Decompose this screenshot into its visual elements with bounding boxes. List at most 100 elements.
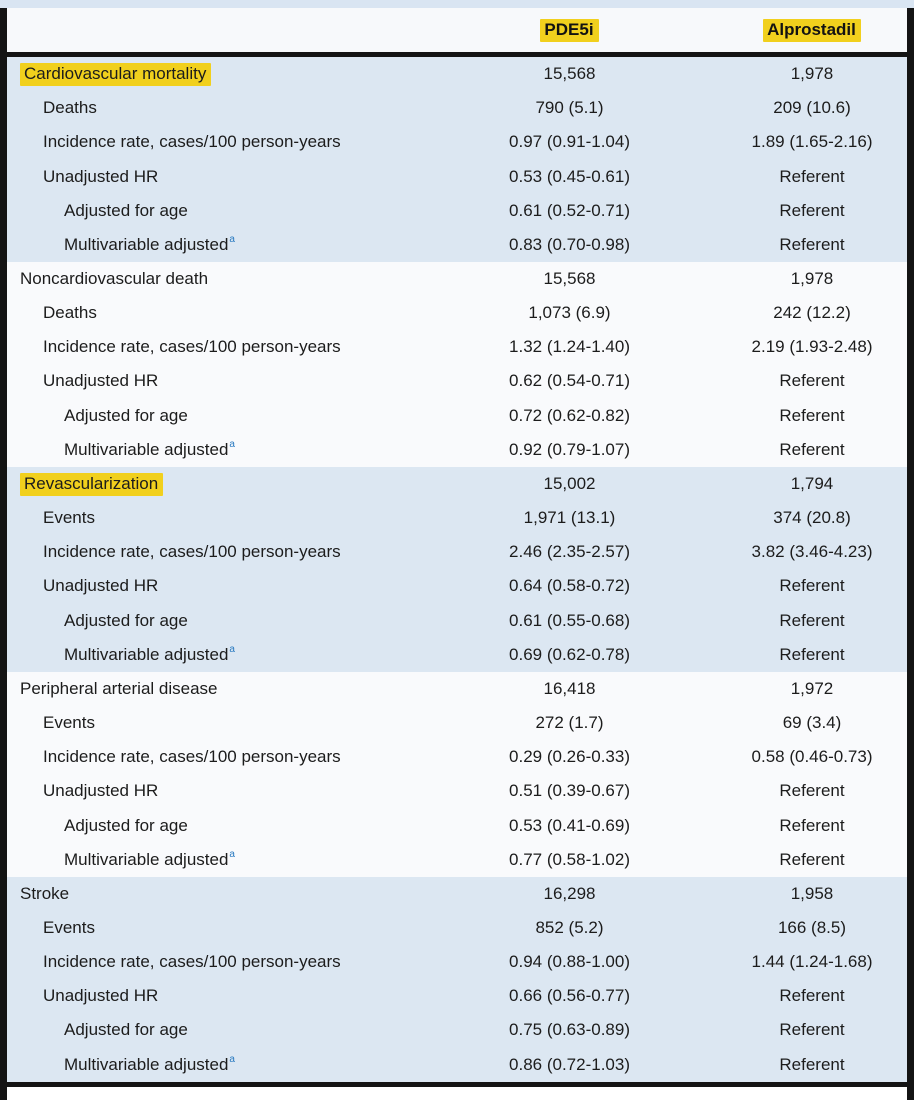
row-label: Unadjusted HR (43, 986, 159, 1006)
section-title-row: Stroke 16,298 1,958 (7, 877, 907, 911)
outcome-section: Cardiovascular mortality 15,568 1,978 Death… (7, 57, 907, 262)
header-cell-alprostadil: Alprostadil (717, 19, 907, 42)
cell-n-pde5i: 15,002 (543, 473, 596, 493)
outcome-section: Stroke 16,298 1,958 Events 852 (5.2) 166 (8.5… (7, 876, 907, 1082)
table-row: Incidence rate, cases/100 person-years 1.… (7, 330, 907, 364)
cell-pde5i-value: 0.53 (0.41-0.69) (509, 815, 630, 835)
row-label-cell: Deaths (7, 98, 422, 118)
cell-pde5i-value: 0.83 (0.70-0.98) (509, 234, 630, 254)
cell-alprostadil-value: Referent (779, 576, 845, 596)
row-label-cell: Unadjusted HR (7, 781, 422, 801)
table-row: Multivariable adjusteda 0.86 (0.72-1.03) R… (7, 1048, 907, 1082)
row-label: Multivariable adjusted (64, 849, 229, 869)
section-title-row: Peripheral arterial disease 16,418 1,972 (7, 672, 907, 706)
table-row: Multivariable adjusteda 0.92 (0.79-1.07) R… (7, 433, 907, 467)
row-label: Unadjusted HR (43, 781, 159, 801)
cell-alprostadil-value: Referent (779, 610, 845, 630)
table-row: Incidence rate, cases/100 person-years 0.… (7, 945, 907, 979)
row-label-cell: Events (7, 508, 422, 528)
table-row: Adjusted for age 0.53 (0.41-0.69) Referent (7, 808, 907, 842)
cell-alprostadil-value: Referent (779, 986, 845, 1006)
table-row: Unadjusted HR 0.51 (0.39-0.67) Referent (7, 774, 907, 808)
row-label-cell: Adjusted for age (7, 816, 422, 836)
row-label-cell: Incidence rate, cases/100 person-years (7, 337, 422, 357)
row-label-cell: Adjusted for age (7, 201, 422, 221)
outcome-section: Noncardiovascular death 15,568 1,978 Deaths… (7, 261, 907, 467)
row-label: Incidence rate, cases/100 person-years (43, 337, 341, 357)
table-row: Incidence rate, cases/100 person-years 0.… (7, 740, 907, 774)
cell-alprostadil-value: 0.58 (0.46-0.73) (751, 747, 873, 767)
cell-pde5i-value: 790 (5.1) (535, 98, 604, 118)
section-title-cell: Stroke (7, 884, 422, 904)
section-title: Cardiovascular mortality (20, 63, 212, 87)
cell-alprostadil-value: 242 (12.2) (773, 303, 851, 323)
row-label-cell: Incidence rate, cases/100 person-years (7, 952, 422, 972)
outcome-section: Revascularization 15,002 1,794 Events 1,971 … (7, 466, 907, 672)
row-label-cell: Multivariable adjusteda (7, 234, 422, 255)
section-title-row: Noncardiovascular death 15,568 1,978 (7, 262, 907, 296)
table-row: Multivariable adjusteda 0.83 (0.70-0.98) R… (7, 228, 907, 262)
cell-pde5i-value: 0.29 (0.26-0.33) (509, 747, 630, 767)
row-label: Unadjusted HR (43, 166, 159, 186)
column-header-pde5i: PDE5i (540, 19, 599, 42)
cell-alprostadil-value: 374 (20.8) (773, 508, 851, 528)
row-label: Incidence rate, cases/100 person-years (43, 747, 341, 767)
section-title: Revascularization (20, 472, 164, 496)
section-title-cell: Revascularization (7, 472, 422, 496)
cell-pde5i-value: 0.94 (0.88-1.00) (509, 952, 630, 972)
cell-pde5i-value: 0.69 (0.62-0.78) (509, 644, 630, 664)
table-row: Adjusted for age 0.75 (0.63-0.89) Referent (7, 1013, 907, 1047)
row-label: Events (43, 508, 95, 528)
row-label: Unadjusted HR (43, 576, 159, 596)
section-title: Peripheral arterial disease (20, 678, 218, 698)
cell-alprostadil-value: Referent (779, 439, 845, 459)
row-label-cell: Incidence rate, cases/100 person-years (7, 747, 422, 767)
table-row: Deaths 1,073 (6.9) 242 (12.2) (7, 296, 907, 330)
row-label-cell: Unadjusted HR (7, 371, 422, 391)
row-label-cell: Unadjusted HR (7, 986, 422, 1006)
cell-pde5i-value: 0.62 (0.54-0.71) (509, 371, 630, 391)
cell-alprostadil-value: 2.19 (1.93-2.48) (751, 337, 873, 357)
row-label-cell: Adjusted for age (7, 611, 422, 631)
header-cell-pde5i: PDE5i (422, 19, 717, 42)
cell-pde5i-value: 0.86 (0.72-1.03) (509, 1054, 630, 1074)
table-row: Unadjusted HR 0.53 (0.45-0.61) Referent (7, 159, 907, 193)
cell-alprostadil-value: 166 (8.5) (777, 917, 847, 937)
row-label: Events (43, 713, 95, 733)
table-header-row: PDE5i Alprostadil (7, 8, 907, 52)
cell-n-pde5i: 15,568 (543, 64, 596, 84)
footnote-marker: a (229, 234, 235, 246)
row-label-cell: Incidence rate, cases/100 person-years (7, 542, 422, 562)
cell-alprostadil-value: Referent (779, 644, 845, 664)
outcome-section: Peripheral arterial disease 16,418 1,972 Ev… (7, 671, 907, 877)
table-row: Unadjusted HR 0.64 (0.58-0.72) Referent (7, 569, 907, 603)
table-row: Adjusted for age 0.61 (0.55-0.68) Referent (7, 604, 907, 638)
row-label: Multivariable adjusted (64, 644, 229, 664)
table-row: Events 272 (1.7) 69 (3.4) (7, 706, 907, 740)
cell-pde5i-value: 0.64 (0.58-0.72) (509, 576, 630, 596)
cell-alprostadil-value: Referent (779, 234, 845, 254)
cell-pde5i-value: 0.92 (0.79-1.07) (509, 439, 630, 459)
footnote-marker: a (229, 849, 235, 861)
row-label-cell: Multivariable adjusteda (7, 1054, 422, 1075)
section-title: Noncardiovascular death (20, 269, 209, 289)
cell-n-alprostadil: 1,978 (790, 269, 834, 289)
cell-n-pde5i: 16,298 (543, 883, 596, 903)
outcomes-comparison-table: PDE5i Alprostadil Cardiovascular mortali… (0, 8, 914, 1100)
footnote-marker: a (229, 644, 235, 656)
cell-alprostadil-value: Referent (779, 371, 845, 391)
row-label: Deaths (43, 98, 97, 118)
cell-n-alprostadil: 1,794 (790, 473, 834, 493)
cell-alprostadil-value: Referent (779, 781, 845, 801)
row-label-cell: Multivariable adjusteda (7, 439, 422, 460)
cell-alprostadil-value: Referent (779, 1054, 845, 1074)
footnote-marker: a (229, 439, 235, 451)
row-label: Unadjusted HR (43, 371, 159, 391)
cell-alprostadil-value: Referent (779, 849, 845, 869)
cell-alprostadil-value: 1.44 (1.24-1.68) (751, 952, 873, 972)
header-rule (7, 52, 907, 57)
row-label: Incidence rate, cases/100 person-years (43, 952, 341, 972)
cell-n-pde5i: 15,568 (543, 269, 596, 289)
row-label: Adjusted for age (64, 200, 188, 220)
